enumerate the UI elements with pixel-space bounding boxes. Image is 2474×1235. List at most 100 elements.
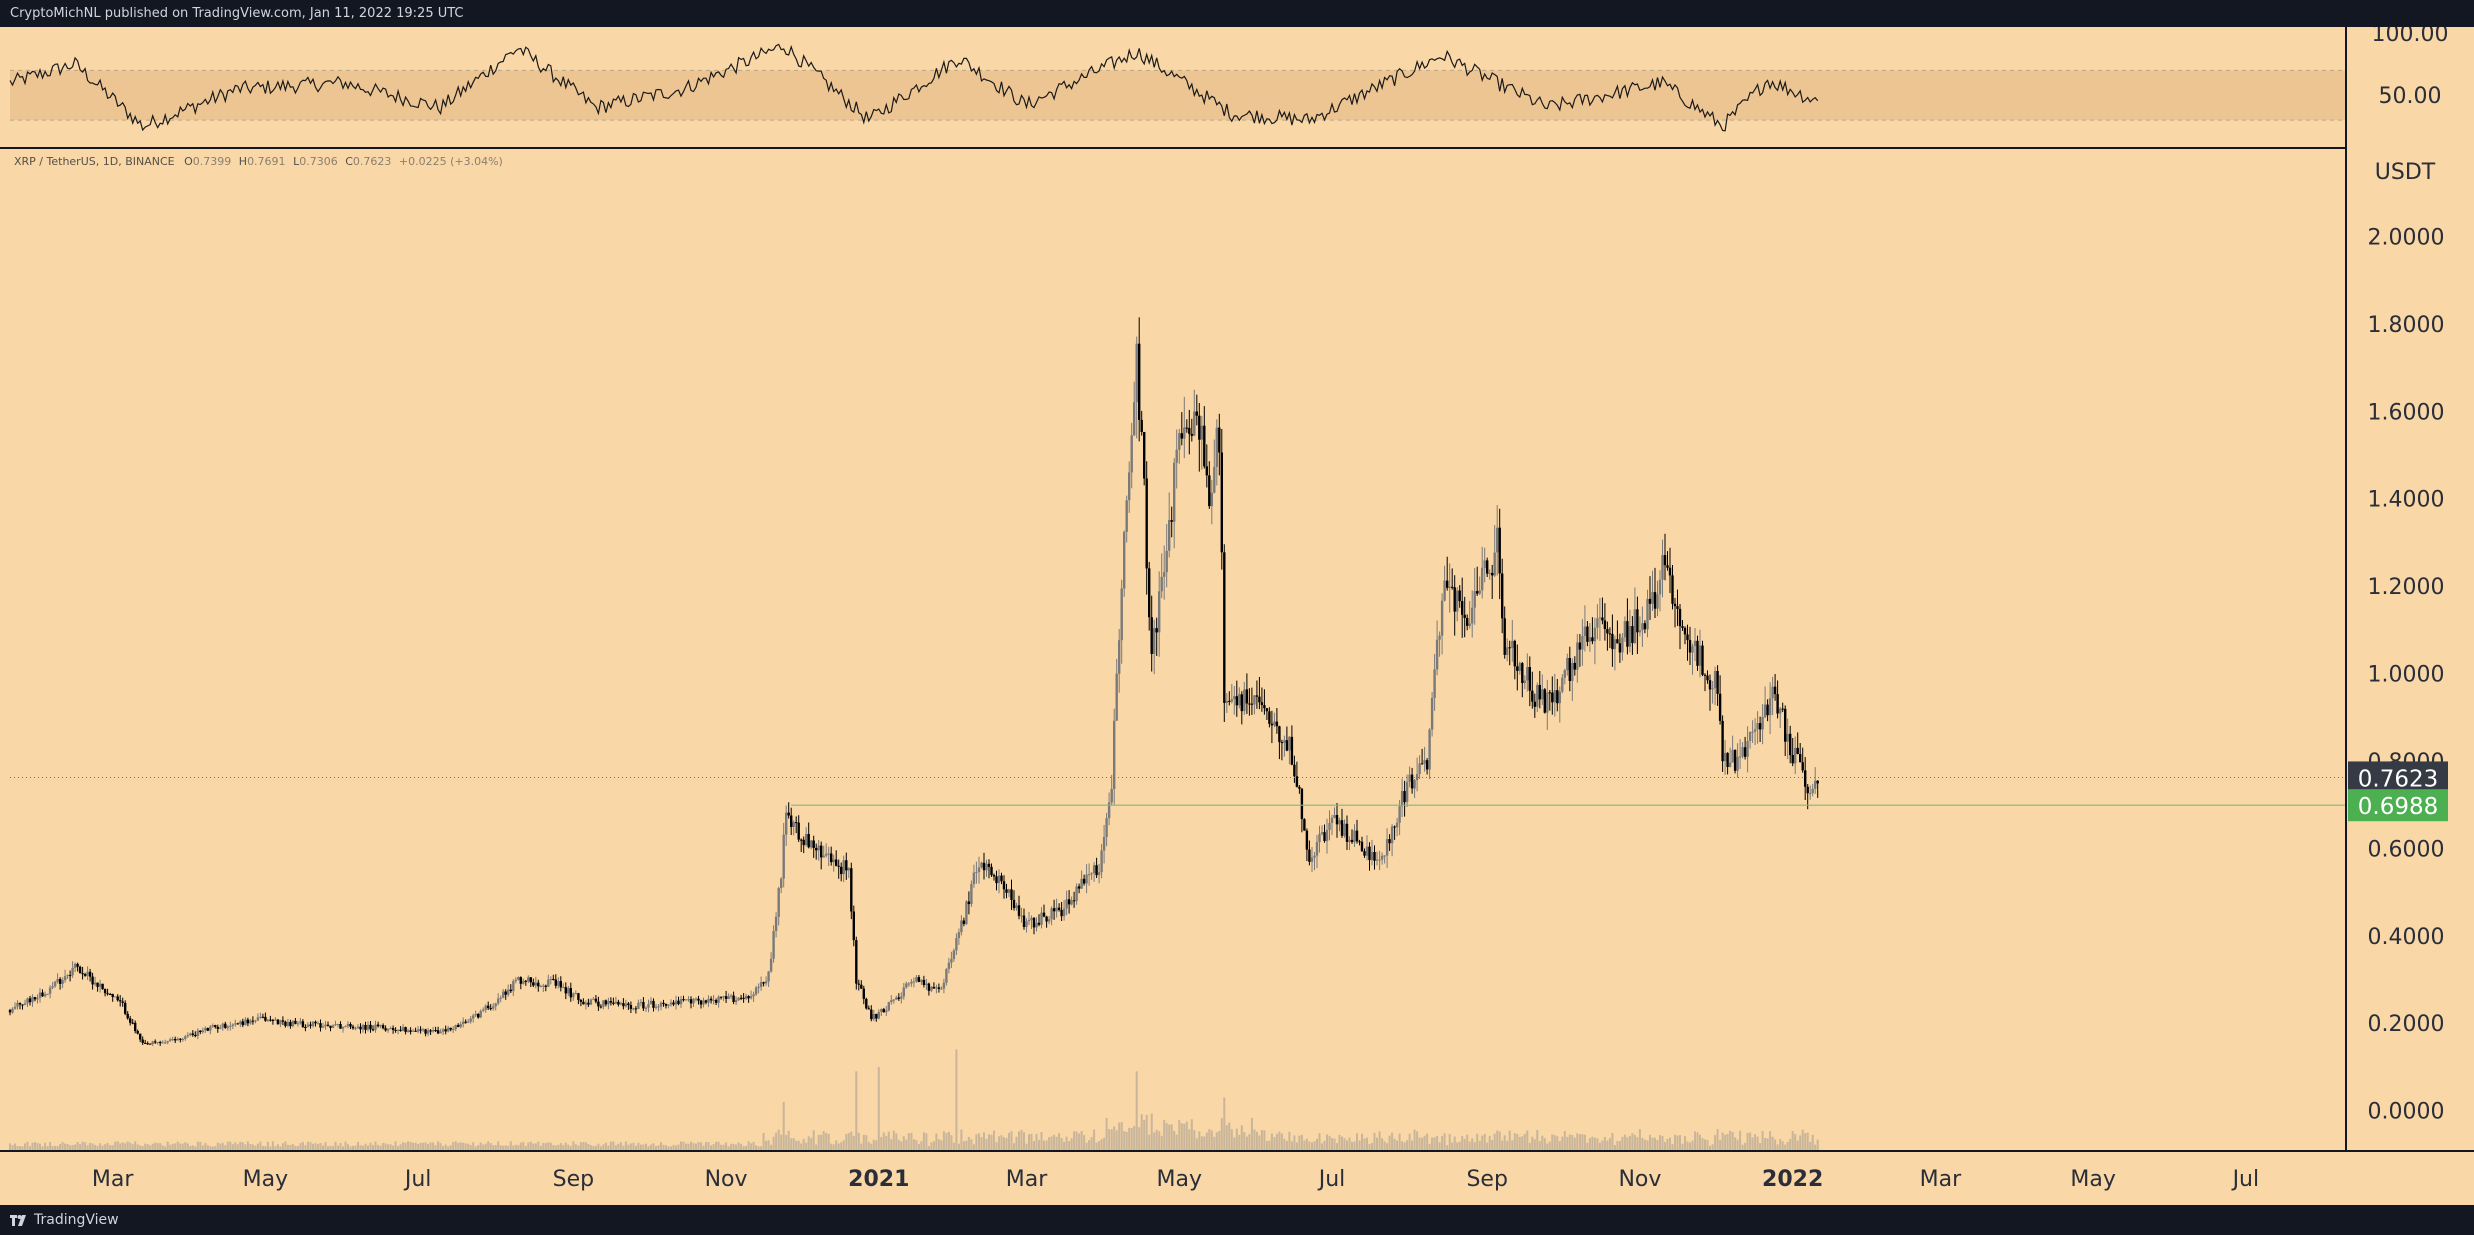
- candle-body: [1075, 886, 1078, 901]
- candle-body: [1285, 740, 1289, 751]
- candle-body: [1728, 762, 1732, 767]
- volume-bar: [952, 1142, 955, 1150]
- volume-layer: [9, 1049, 1819, 1150]
- volume-bar: [281, 1143, 284, 1150]
- chart-canvas[interactable]: 100.0050.00USDT2.00001.80001.60001.40001…: [0, 27, 2474, 1205]
- candle-body: [1067, 899, 1071, 905]
- candle-body: [1263, 705, 1266, 709]
- candle-body: [1245, 689, 1249, 704]
- candle-body: [522, 980, 525, 984]
- volume-bar: [1776, 1144, 1779, 1150]
- candle-body: [311, 1021, 315, 1026]
- volume-bar: [1095, 1142, 1098, 1150]
- candle-body: [1180, 433, 1183, 439]
- candle-body: [1748, 731, 1752, 741]
- candle-body: [992, 875, 996, 877]
- candle-body: [662, 1002, 665, 1004]
- price-tick-label: 0.0000: [2368, 1100, 2445, 1125]
- candle-body: [1588, 637, 1592, 642]
- candle-body: [1586, 626, 1589, 642]
- candle-body: [672, 1002, 675, 1005]
- candle-body: [369, 1024, 372, 1030]
- candle-body: [144, 1042, 147, 1044]
- candle-body: [632, 1008, 635, 1010]
- candle-body: [592, 998, 595, 1000]
- candle-body: [251, 1020, 255, 1022]
- candle-body: [1538, 685, 1541, 700]
- candle-body: [552, 979, 555, 980]
- candle-body: [281, 1020, 285, 1022]
- volume-bar: [1443, 1133, 1446, 1150]
- candle-body: [1486, 560, 1489, 574]
- volume-bar: [1398, 1133, 1401, 1150]
- candle-body: [932, 986, 936, 989]
- volume-bar: [204, 1143, 207, 1150]
- candle-body: [1345, 823, 1349, 842]
- candle-body: [1305, 830, 1309, 850]
- candle-body: [1716, 671, 1719, 694]
- volume-bar: [1175, 1134, 1178, 1150]
- volume-bar: [364, 1143, 367, 1150]
- volume-bar: [1661, 1135, 1664, 1150]
- volume-bar: [680, 1141, 682, 1150]
- volume-bar: [865, 1135, 868, 1150]
- volume-bar: [1774, 1139, 1777, 1150]
- volume-bar: [652, 1143, 655, 1150]
- volume-bar: [1065, 1136, 1068, 1150]
- volume-bar: [467, 1143, 470, 1150]
- candle-body: [1526, 667, 1529, 681]
- candle-body: [1786, 733, 1789, 742]
- volume-bar: [49, 1142, 52, 1150]
- candle-body: [1085, 874, 1088, 884]
- volume-bar: [344, 1141, 347, 1150]
- candle-body: [694, 998, 698, 1000]
- candle-body: [379, 1025, 382, 1027]
- candle-body: [424, 1029, 427, 1034]
- tradingview-brand-label: TradingView: [34, 1212, 119, 1228]
- candle-body: [1766, 704, 1769, 716]
- volume-bar: [367, 1145, 369, 1150]
- candle-body: [356, 1026, 360, 1029]
- candle-body: [1433, 669, 1436, 698]
- candle-body: [48, 987, 52, 994]
- candle-body: [774, 916, 778, 931]
- volume-bar: [104, 1144, 107, 1150]
- candle-body: [452, 1029, 455, 1030]
- volume-bar: [489, 1143, 492, 1150]
- volume-bar: [1311, 1142, 1313, 1150]
- volume-bar: [434, 1145, 437, 1150]
- volume-bar: [517, 1145, 520, 1150]
- volume-bar: [249, 1144, 252, 1150]
- tradingview-brand[interactable]: TradingView: [10, 1212, 119, 1228]
- volume-bar: [862, 1134, 865, 1150]
- volume-bar: [1531, 1136, 1534, 1150]
- candle-body: [274, 1019, 277, 1021]
- candle-body: [1360, 841, 1364, 852]
- volume-bar: [1118, 1122, 1121, 1150]
- volume-bar: [1618, 1141, 1621, 1150]
- volume-bar: [1113, 1126, 1116, 1150]
- axis-layer: 100.0050.00USDT2.00001.80001.60001.40001…: [0, 27, 2474, 1205]
- candle-body: [1471, 607, 1474, 624]
- volume-bar: [983, 1132, 985, 1150]
- candle-body: [454, 1025, 457, 1029]
- candle-body: [639, 1002, 643, 1003]
- candle-body: [604, 1000, 608, 1005]
- volume-bar: [662, 1144, 665, 1150]
- candle-body: [499, 997, 502, 999]
- volume-bar: [246, 1141, 249, 1150]
- volume-bar: [1205, 1132, 1208, 1150]
- candle-body: [925, 983, 928, 985]
- volume-bar: [106, 1143, 109, 1150]
- candle-body: [1052, 908, 1056, 912]
- candle-body: [304, 1027, 307, 1028]
- candle-body: [729, 995, 733, 997]
- candle-body: [1318, 834, 1321, 843]
- volume-bar: [124, 1143, 127, 1150]
- candle-body: [462, 1021, 465, 1025]
- candle-body: [892, 999, 895, 1001]
- volume-bar: [86, 1145, 89, 1150]
- candle-body: [374, 1024, 377, 1030]
- time-tick-label: Mar: [1920, 1167, 1962, 1192]
- candle-body: [1541, 689, 1544, 700]
